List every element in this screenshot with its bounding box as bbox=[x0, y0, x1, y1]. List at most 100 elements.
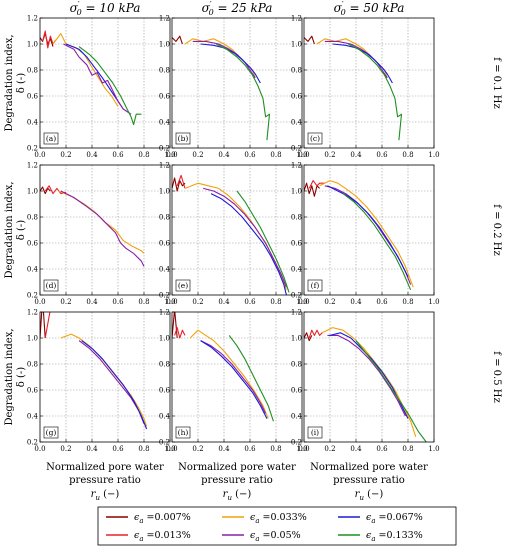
y-axis-label-symbol: δ (-) bbox=[16, 73, 27, 93]
plot-frame bbox=[39, 17, 171, 149]
panel-label: (g) bbox=[46, 428, 57, 437]
column-title-symbol: σ bbox=[70, 1, 79, 15]
y-tick-label: 1.2 bbox=[159, 309, 170, 317]
panel-label: (h) bbox=[178, 428, 189, 437]
x-axis-label-line1: Normalized pore water bbox=[46, 462, 164, 473]
x-tick-label: 0.0 bbox=[298, 151, 309, 159]
x-tick-label: 1.0 bbox=[296, 151, 307, 159]
x-tick-label: 0.2 bbox=[324, 445, 335, 453]
series-line bbox=[172, 177, 186, 192]
y-axis-label-symbol: δ (-) bbox=[16, 367, 27, 387]
x-tick-label: 0.8 bbox=[402, 445, 413, 453]
x-tick-label: 0.8 bbox=[270, 445, 281, 453]
legend-subscript: a bbox=[255, 517, 259, 525]
x-tick-label: 0.6 bbox=[112, 445, 124, 453]
series-line bbox=[57, 190, 145, 254]
y-tick-label: 0.2 bbox=[27, 439, 38, 447]
column-title-subscript: 0 bbox=[209, 8, 214, 17]
y-tick-label: 1.0 bbox=[159, 188, 170, 196]
y-tick-label: 0.4 bbox=[159, 413, 171, 421]
x-tick-label: 1.0 bbox=[296, 445, 307, 453]
plot-frame bbox=[303, 164, 435, 296]
y-tick-label: 0.8 bbox=[159, 361, 170, 369]
series-line bbox=[327, 334, 406, 417]
series-line bbox=[65, 43, 124, 110]
x-axis-label-symbol: ru (−) bbox=[355, 489, 384, 502]
x-tick-label: 0.2 bbox=[192, 445, 203, 453]
legend-subscript: a bbox=[139, 517, 143, 525]
column-titles: σ′ 0 = 10 kPa σ′ 0 = 25 kPa σ′ 0 = 50 kPa bbox=[70, 0, 405, 17]
x-tick-label: 1.0 bbox=[428, 151, 439, 159]
x-tick-label: 0.4 bbox=[86, 298, 98, 306]
series-line bbox=[192, 40, 256, 79]
row-titles: f = 0.1 Hz f = 0.2 Hz f = 0.5 Hz bbox=[491, 57, 502, 403]
x-axis-symbol: r bbox=[91, 489, 97, 500]
x-axis-label-symbol: ru (−) bbox=[223, 489, 252, 502]
series-line bbox=[228, 335, 274, 422]
x-axis-label-line2: pressure ratio bbox=[333, 475, 405, 486]
x-axis-label-symbol: ru (−) bbox=[91, 489, 120, 502]
x-tick-label: 1.0 bbox=[428, 298, 439, 306]
panel-b: 0.0 0.2 0.4 0.6 0.8 1.01.21.00.80.60.40.2(b) bbox=[159, 15, 308, 160]
legend-symbol: ϵ bbox=[134, 530, 140, 541]
panel-label-box bbox=[175, 132, 191, 145]
x-tick-label: 0.0 bbox=[166, 151, 177, 159]
y-tick-label: 0.4 bbox=[291, 119, 303, 127]
x-tick-label: 0.4 bbox=[86, 445, 98, 453]
x-axis-unit: (−) bbox=[364, 489, 383, 500]
y-tick-label: 0.6 bbox=[27, 240, 39, 248]
legend-symbol: ϵ bbox=[366, 530, 372, 541]
legend: ϵa =0.007% ϵa =0.033% ϵa =0.067%ϵa =0.013%… bbox=[97, 506, 457, 546]
x-axis-symbol: r bbox=[355, 489, 361, 500]
y-tick-label: 0.8 bbox=[159, 214, 170, 222]
x-axis-subscript: u bbox=[95, 494, 100, 502]
legend-value: =0.013% bbox=[144, 530, 191, 541]
panels: 0.0 0.2 0.4 0.6 0.8 1.01.21.00.80.60.40.2(a)0… bbox=[27, 15, 440, 454]
series-line bbox=[176, 174, 186, 189]
legend-label: ϵa =0.133% bbox=[366, 530, 423, 543]
series-line bbox=[215, 43, 271, 141]
series-line bbox=[200, 340, 268, 419]
panel-e: 0.0 0.2 0.4 0.6 0.8 1.01.21.00.80.60.40.2(e) bbox=[159, 162, 308, 307]
panel-label-box bbox=[43, 279, 59, 292]
plot-frame bbox=[39, 164, 171, 296]
series-line bbox=[304, 35, 315, 45]
x-tick-label: 0.8 bbox=[270, 298, 281, 306]
series-line bbox=[40, 312, 46, 339]
y-tick-label: 0.4 bbox=[27, 266, 39, 274]
column-title-symbol: σ bbox=[334, 1, 343, 15]
y-tick-label: 1.2 bbox=[27, 309, 38, 317]
series-line bbox=[42, 30, 57, 49]
series-line bbox=[40, 186, 51, 195]
series-line bbox=[81, 340, 148, 430]
row-title: f = 0.2 Hz bbox=[491, 204, 502, 256]
legend-box bbox=[97, 506, 457, 546]
y-tick-label: 0.8 bbox=[291, 361, 302, 369]
series-line bbox=[342, 193, 412, 291]
y-axis-labels: Degradation index, δ (-)Degradation index… bbox=[4, 34, 27, 425]
x-tick-label: 0.2 bbox=[60, 151, 71, 159]
panel-label: (b) bbox=[178, 134, 189, 143]
x-tick-label: 0.0 bbox=[298, 445, 309, 453]
column-title: σ′ 0 = 10 kPa bbox=[70, 0, 141, 17]
legend-label: ϵa =0.013% bbox=[134, 530, 191, 543]
y-tick-label: 0.4 bbox=[291, 413, 303, 421]
legend-value: =0.007% bbox=[144, 512, 191, 523]
panel-label-box bbox=[175, 279, 191, 292]
x-axis-label-line2: pressure ratio bbox=[69, 475, 141, 486]
y-tick-label: 0.6 bbox=[159, 387, 171, 395]
x-tick-label: 1.0 bbox=[164, 298, 175, 306]
y-tick-label: 1.0 bbox=[291, 41, 302, 49]
series-line bbox=[52, 33, 119, 107]
row-title: f = 0.1 Hz bbox=[491, 57, 502, 109]
panel-h: 0.0 0.2 0.4 0.6 0.8 1.01.21.00.80.60.40.2(h) bbox=[159, 309, 308, 454]
series-line bbox=[210, 193, 287, 295]
x-tick-label: 0.6 bbox=[244, 298, 256, 306]
legend-value: =0.05% bbox=[260, 530, 301, 541]
legend-subscript: a bbox=[371, 535, 375, 543]
legend-symbol: ϵ bbox=[250, 512, 256, 523]
series-line bbox=[184, 182, 287, 291]
y-tick-label: 0.6 bbox=[291, 240, 303, 248]
y-tick-label: 1.2 bbox=[27, 15, 38, 23]
series-line bbox=[319, 180, 414, 288]
